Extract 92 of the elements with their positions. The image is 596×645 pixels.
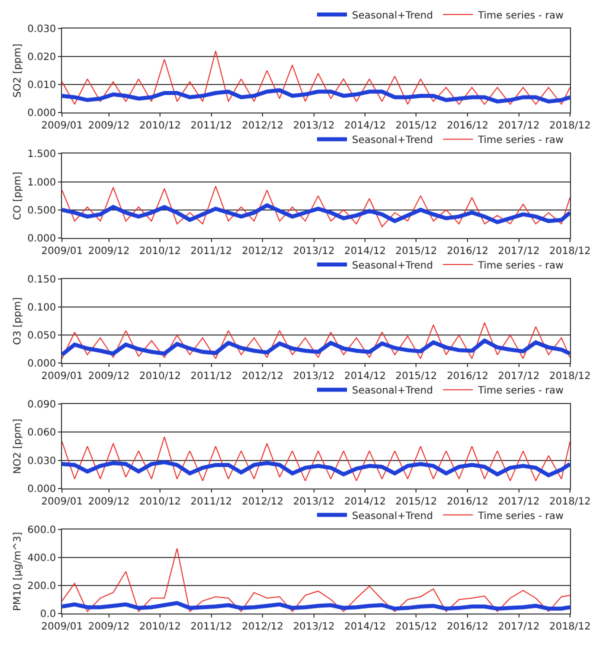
x-tick-label: 2009/12 (88, 371, 130, 382)
x-tick-label: 2012/12 (242, 371, 284, 382)
x-tick-label: 2016/12 (446, 120, 488, 132)
legend-label: Seasonal+Trend (352, 386, 433, 397)
x-tick-label: 2017/12 (498, 246, 540, 257)
x-tick-label: 2009/01 (41, 120, 83, 132)
x-tick-label: 2014/12 (344, 371, 386, 382)
x-tick-label: 2009/01 (41, 371, 83, 382)
x-tick-label: 2009/01 (41, 246, 83, 257)
y-tick-label: 0.090 (27, 400, 56, 411)
x-tick-label: 2012/12 (242, 246, 284, 257)
y-tick-label: 0.500 (27, 205, 56, 216)
x-tick-label: 2014/12 (344, 496, 386, 508)
legend-label: Time series - raw (476, 135, 564, 146)
x-tick-label: 2016/12 (446, 496, 488, 508)
legend-label: Seasonal+Trend (352, 260, 433, 272)
y-tick-label: 0.050 (27, 330, 56, 342)
x-tick-label: 2009/12 (88, 120, 130, 132)
x-tick-label: 2015/12 (395, 371, 438, 382)
x-tick-label: 2012/12 (242, 622, 284, 633)
x-tick-label: 2017/12 (498, 371, 540, 382)
x-tick-label: 2010/12 (139, 371, 181, 382)
x-tick-label: 2016/12 (446, 622, 488, 633)
x-tick-label: 2014/12 (344, 622, 386, 633)
y-tick-label: 400.0 (27, 552, 56, 564)
y-axis-title: SO2 [ppm] (12, 43, 24, 98)
x-tick-label: 2011/12 (190, 622, 232, 633)
x-tick-label: 2018/12 (549, 371, 591, 382)
y-axis-title: CO [ppm] (12, 172, 24, 220)
y-tick-label: 0.030 (27, 24, 56, 36)
y-tick-label: 0.000 (27, 108, 56, 120)
x-tick-label: 2018/12 (549, 496, 591, 508)
x-tick-label: 2012/12 (242, 496, 284, 508)
x-tick-label: 2013/12 (293, 371, 335, 382)
y-tick-label: 0.000 (27, 484, 56, 495)
x-tick-label: 2011/12 (190, 120, 232, 132)
y-tick-label: 0.150 (27, 274, 56, 286)
legend-label: Seasonal+Trend (352, 510, 433, 522)
legend-label: Seasonal+Trend (352, 135, 433, 146)
x-tick-label: 2010/12 (139, 120, 181, 132)
x-tick-label: 2017/12 (498, 622, 540, 633)
legend-label: Seasonal+Trend (352, 10, 433, 22)
x-tick-label: 2016/12 (446, 371, 488, 382)
x-tick-label: 2013/12 (293, 622, 335, 633)
x-tick-label: 2018/12 (549, 622, 591, 633)
x-tick-label: 2011/12 (190, 371, 232, 382)
x-tick-label: 2009/01 (41, 496, 83, 508)
y-axis-title: O3 [ppm] (12, 297, 24, 345)
y-tick-label: 0.100 (27, 302, 56, 314)
y-tick-label: 1.000 (27, 177, 56, 188)
x-tick-label: 2011/12 (190, 246, 232, 257)
y-axis-title: PM10 [μg/m^3] (12, 532, 24, 611)
y-tick-label: 1.500 (27, 149, 56, 160)
y-tick-label: 0.030 (27, 456, 56, 467)
legend-label: Time series - raw (476, 510, 564, 522)
x-tick-label: 2009/01 (41, 622, 83, 633)
y-tick-label: 0.000 (27, 358, 56, 370)
x-tick-label: 2017/12 (498, 120, 540, 132)
x-tick-label: 2013/12 (293, 246, 335, 257)
x-tick-label: 2013/12 (293, 120, 335, 132)
x-tick-label: 2009/12 (88, 496, 130, 508)
x-tick-label: 2014/12 (344, 120, 386, 132)
y-tick-label: 0.010 (27, 80, 56, 92)
line-series (62, 88, 570, 104)
x-tick-label: 2010/12 (139, 496, 181, 508)
y-tick-label: 200.0 (27, 581, 56, 592)
x-tick-label: 2014/12 (344, 246, 386, 257)
x-tick-label: 2012/12 (242, 120, 284, 132)
x-tick-label: 2010/12 (139, 246, 181, 257)
x-tick-label: 2015/12 (395, 246, 438, 257)
x-tick-label: 2009/12 (88, 246, 130, 257)
x-tick-label: 2011/12 (190, 496, 232, 508)
y-tick-label: 0.000 (27, 233, 56, 244)
x-tick-label: 2015/12 (395, 622, 438, 633)
x-tick-label: 2013/12 (293, 496, 335, 508)
legend-label: Time series - raw (476, 10, 564, 22)
x-tick-label: 2015/12 (395, 496, 438, 508)
x-tick-label: 2018/12 (549, 246, 591, 257)
line-series (62, 338, 570, 357)
x-tick-label: 2017/12 (498, 496, 540, 508)
y-tick-label: 0.0 (40, 609, 56, 620)
legend-label: Time series - raw (476, 386, 564, 397)
x-tick-label: 2016/12 (446, 246, 488, 257)
x-tick-label: 2018/12 (549, 120, 591, 132)
x-tick-label: 2015/12 (395, 120, 438, 132)
x-tick-label: 2009/12 (88, 622, 130, 633)
y-axis-title: NO2 [ppm] (12, 418, 24, 474)
y-tick-label: 0.060 (27, 428, 56, 439)
y-tick-label: 0.020 (27, 52, 56, 64)
legend-label: Time series - raw (476, 260, 564, 272)
x-tick-label: 2010/12 (139, 622, 181, 633)
y-tick-label: 600.0 (27, 524, 56, 536)
